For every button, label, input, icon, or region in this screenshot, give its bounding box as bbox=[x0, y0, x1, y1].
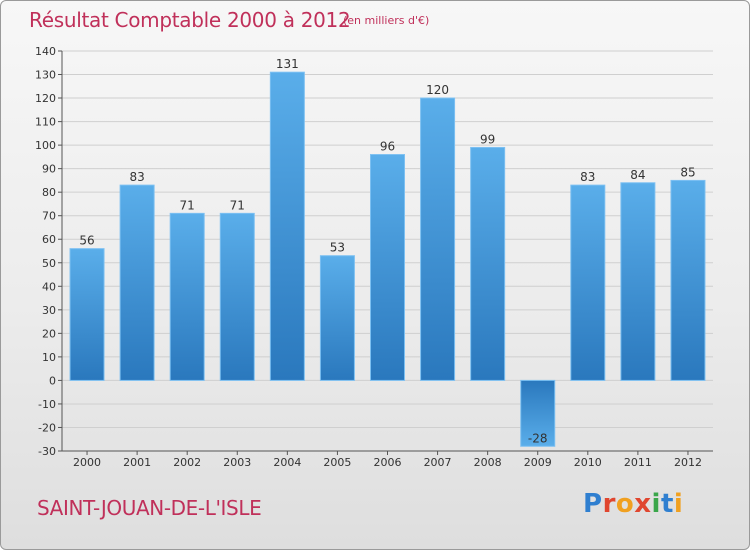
y-tick-label: 140 bbox=[35, 45, 56, 58]
y-tick-labels: -30 -20 -10 0 10 20 30 40 50 60 70 80 90 100 110 120 130… bbox=[35, 45, 56, 458]
logo-letter: i bbox=[651, 489, 661, 519]
y-tick-label: 20 bbox=[42, 327, 56, 340]
x-tick-label: 2004 bbox=[273, 456, 301, 469]
proxiti-logo: Proxiti bbox=[583, 489, 683, 519]
y-tick-label: 0 bbox=[49, 374, 56, 387]
x-tick-label: 2005 bbox=[323, 456, 351, 469]
x-tick-label: 2002 bbox=[173, 456, 201, 469]
bar bbox=[420, 97, 456, 381]
value-label: 71 bbox=[230, 198, 245, 212]
bar bbox=[670, 179, 706, 381]
chart-subtitle: (en milliers d'€) bbox=[343, 14, 430, 27]
y-tick-label: 30 bbox=[42, 304, 56, 317]
value-label: 83 bbox=[129, 170, 144, 184]
x-tick-label: 2003 bbox=[223, 456, 251, 469]
y-tick-label: 40 bbox=[42, 280, 56, 293]
value-label: 131 bbox=[276, 57, 299, 71]
y-tick-label: 60 bbox=[42, 233, 56, 246]
y-tick-label: 110 bbox=[35, 116, 56, 129]
value-label: 56 bbox=[79, 234, 94, 248]
x-tick-labels: 2000 2001 2002 2003 2004 2005 2006 2007 2008 2009… bbox=[73, 451, 702, 469]
x-tick-label: 2011 bbox=[624, 456, 652, 469]
value-label: 84 bbox=[630, 168, 645, 182]
bar bbox=[520, 379, 556, 447]
bar bbox=[620, 182, 656, 381]
value-label: 53 bbox=[330, 241, 345, 255]
y-tick-label: 50 bbox=[42, 257, 56, 270]
x-tick-label: 2008 bbox=[474, 456, 502, 469]
logo-letter: t bbox=[660, 489, 674, 519]
logo-letter: i bbox=[673, 489, 684, 519]
y-tick-label: 120 bbox=[35, 92, 56, 105]
logo-letter: r bbox=[602, 489, 616, 519]
x-tick-label: 2000 bbox=[73, 456, 101, 469]
x-tick-label: 2001 bbox=[123, 456, 151, 469]
x-tick-label: 2006 bbox=[374, 456, 402, 469]
y-tick-label: 80 bbox=[42, 186, 56, 199]
y-tick-label: 100 bbox=[35, 139, 56, 152]
bar bbox=[219, 212, 255, 381]
commune-name: SAINT-JOUAN-DE-L'ISLE bbox=[37, 496, 262, 520]
x-tick-label: 2009 bbox=[524, 456, 552, 469]
value-label: 99 bbox=[480, 132, 495, 146]
bar bbox=[269, 71, 305, 381]
value-label: 83 bbox=[580, 170, 595, 184]
y-tick-label: 70 bbox=[42, 210, 56, 223]
logo-letter: P bbox=[583, 489, 603, 519]
bar bbox=[470, 146, 506, 381]
logo-letter: x bbox=[634, 489, 652, 519]
y-tick-label: -20 bbox=[38, 421, 56, 434]
y-tick-label: -10 bbox=[38, 398, 56, 411]
logo-letter: o bbox=[615, 489, 635, 519]
bars bbox=[69, 71, 706, 447]
value-label: 71 bbox=[180, 198, 195, 212]
x-tick-label: 2010 bbox=[574, 456, 602, 469]
bar bbox=[169, 212, 205, 381]
y-tick-label: -30 bbox=[38, 445, 56, 458]
bar bbox=[370, 154, 405, 381]
value-label: 85 bbox=[680, 165, 695, 179]
value-labels: 56 83 71 71 131 53 96 120 99 -28 83 84 85 bbox=[79, 57, 695, 445]
bar bbox=[570, 184, 606, 381]
y-tick-label: 90 bbox=[42, 163, 56, 176]
y-tick-label: 10 bbox=[42, 351, 56, 364]
value-label: -28 bbox=[528, 431, 548, 445]
value-label: 120 bbox=[426, 83, 449, 97]
x-tick-label: 2007 bbox=[424, 456, 452, 469]
bar bbox=[119, 184, 155, 381]
y-tick-label: 130 bbox=[35, 69, 56, 82]
bar bbox=[69, 248, 105, 381]
value-label: 96 bbox=[380, 140, 395, 154]
bar bbox=[319, 255, 355, 381]
x-tick-label: 2012 bbox=[674, 456, 702, 469]
chart-title: Résultat Comptable 2000 à 2012 bbox=[29, 8, 351, 32]
